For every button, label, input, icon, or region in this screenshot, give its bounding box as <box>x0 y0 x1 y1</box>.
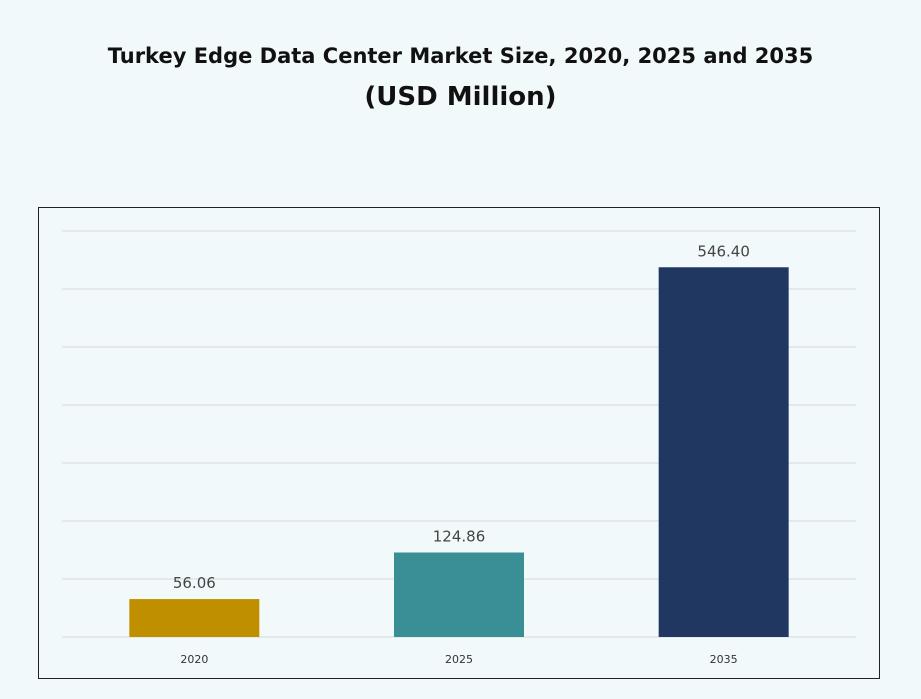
x-tick-label: 2025 <box>445 653 473 666</box>
bar-2035 <box>658 267 789 637</box>
bar-2025 <box>394 552 524 637</box>
chart-subtitle: (USD Million) <box>364 82 557 112</box>
data-label: 124.86 <box>433 528 486 546</box>
x-tick-label: 2020 <box>180 653 208 666</box>
data-label: 546.40 <box>697 242 750 260</box>
chart-title: Turkey Edge Data Center Market Size, 202… <box>107 44 814 68</box>
bar-2020 <box>129 599 260 637</box>
x-tick-label: 2035 <box>710 653 738 666</box>
data-label: 56.06 <box>173 574 216 592</box>
